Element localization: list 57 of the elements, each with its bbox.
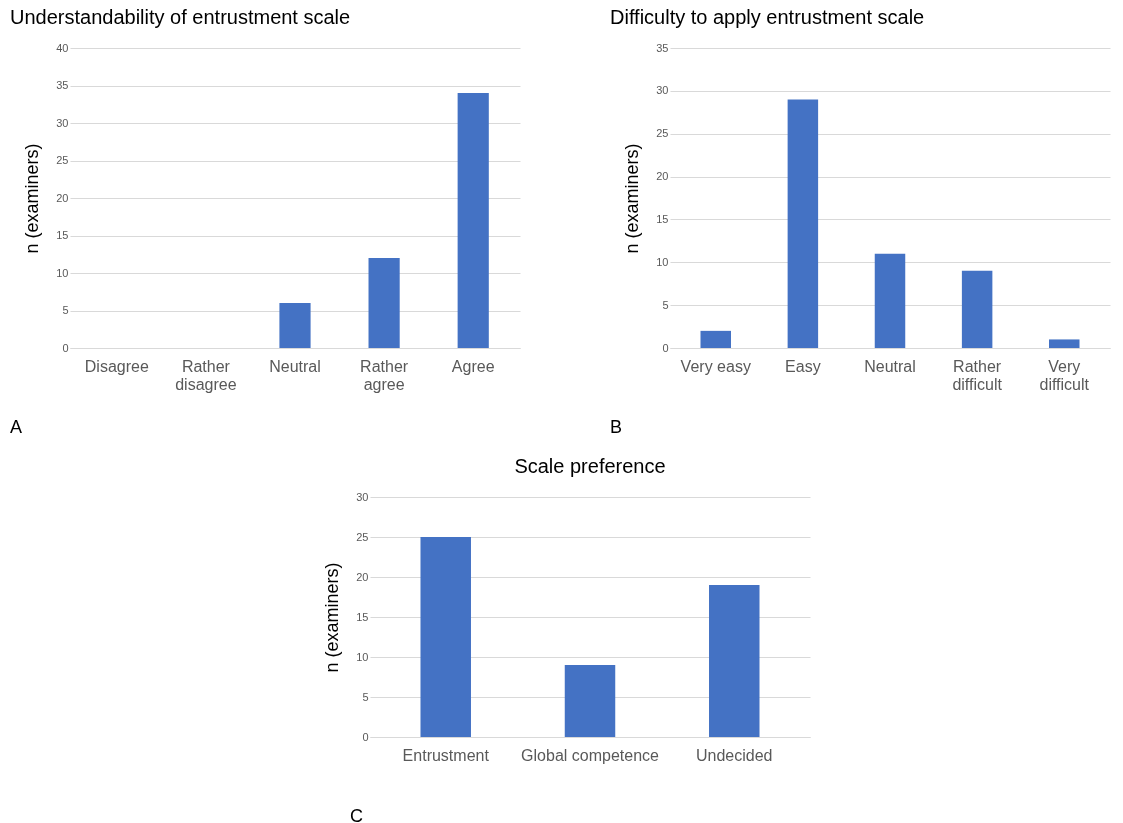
bar [700,330,731,348]
text: A [10,417,23,437]
bar [279,303,311,348]
x-tick-label: Rather difficult [952,357,1003,393]
y-tick-label: 35 [656,41,669,54]
x-tick-label: Disagree [84,357,149,375]
y-tick-label: 10 [656,255,669,268]
x-tick-label: Undecided [696,746,773,764]
y-tick-label: 5 [662,298,669,311]
y-tick-label: 20 [656,170,669,183]
x-tick-label: Very easy [680,357,751,375]
bar [709,585,760,737]
y-axis-title: n (examiners) [622,143,643,254]
text: C [350,806,363,823]
y-tick-label: 25 [356,530,369,543]
bar [457,93,489,348]
x-tick-label: Very difficult [1039,357,1090,393]
x-tick-label: Neutral [269,357,321,375]
y-tick-label: 15 [56,229,69,241]
x-tick-label: Rather disagree [175,357,237,393]
y-tick-label: 20 [356,570,369,583]
y-tick-label: 15 [656,212,669,225]
x-tick-label: Global competence [521,746,660,764]
x-tick-label: Rather agree [360,357,409,393]
x-tick-label: Agree [451,357,495,375]
chart-title: Difficulty to apply entrustment scale [610,6,925,28]
y-tick-label: 30 [56,116,69,129]
bar [961,270,993,348]
chart-title: Understandability of entrustment scale [10,6,351,28]
y-tick-label: 0 [62,341,69,354]
x-tick-label: Neutral [864,357,916,375]
y-tick-label: 15 [356,610,369,623]
y-tick-label: 10 [56,266,69,279]
y-tick-label: 0 [662,341,669,354]
bar [564,665,616,737]
y-tick-label: 40 [56,41,69,54]
y-tick-label: 10 [356,650,369,663]
bar [368,258,400,348]
y-tick-label: 20 [56,191,69,204]
x-tick-label: Entrustment [402,746,490,764]
chart-title: Scale preference [514,455,666,477]
bar [874,253,906,348]
y-tick-label: 5 [362,690,369,703]
text: B [610,417,623,437]
y-axis-title: n (examiners) [322,562,343,673]
y-tick-label: 30 [356,490,369,503]
y-tick-label: 0 [362,730,369,743]
bar [787,99,819,348]
y-tick-label: 25 [656,127,669,140]
y-tick-label: 5 [62,304,69,316]
y-tick-label: 25 [56,154,69,166]
y-axis-title: n (examiners) [22,143,43,254]
x-tick-label: Easy [785,357,821,375]
y-tick-label: 30 [656,84,669,97]
bar [1049,339,1080,348]
bar [420,537,471,737]
y-tick-label: 35 [56,79,69,91]
